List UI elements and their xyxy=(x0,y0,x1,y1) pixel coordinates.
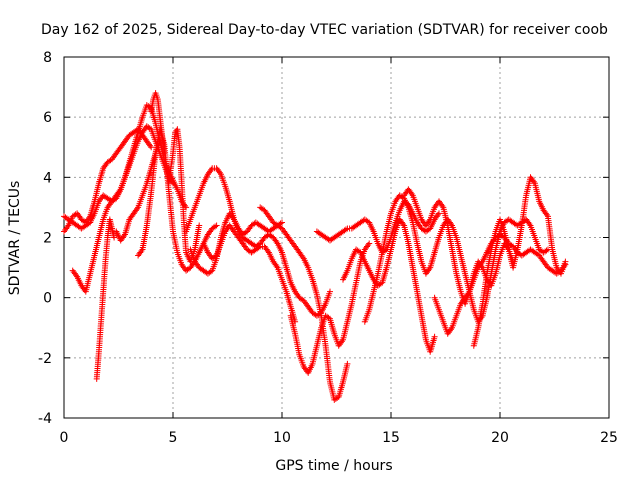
series-markers xyxy=(200,222,299,325)
chart-title: Day 162 of 2025, Sidereal Day-to-day VTE… xyxy=(41,22,608,38)
y-tick-label: -4 xyxy=(38,411,52,427)
series-o xyxy=(340,216,438,355)
y-tick-label: 2 xyxy=(43,231,52,247)
axis-ticks: 0 5 10 15 20 25 -4 -2 0 2 4 6 8 xyxy=(38,50,618,446)
series-markers xyxy=(69,123,176,295)
series-b xyxy=(61,126,155,235)
y-axis-label: SDTVAR / TECUs xyxy=(7,181,23,296)
y-tick-label: 4 xyxy=(43,170,52,186)
x-tick-label: 25 xyxy=(600,430,618,446)
x-axis-label: GPS time / hours xyxy=(275,458,392,474)
series-markers xyxy=(361,192,551,325)
series-markers xyxy=(165,126,203,265)
y-tick-label: -2 xyxy=(38,351,52,367)
series-k xyxy=(200,222,299,325)
series-markers xyxy=(287,240,373,376)
x-tick-label: 5 xyxy=(169,430,178,446)
series-d xyxy=(93,216,118,382)
x-tick-label: 20 xyxy=(491,430,509,446)
series-c xyxy=(69,123,176,295)
x-tick-label: 15 xyxy=(382,430,400,446)
series-markers xyxy=(313,198,442,256)
series-m xyxy=(287,240,373,376)
series-markers xyxy=(61,126,155,235)
data-points xyxy=(61,90,569,403)
x-tick-label: 0 xyxy=(60,430,69,446)
series-h xyxy=(165,126,203,265)
series-n xyxy=(313,198,442,256)
y-tick-label: 0 xyxy=(43,291,52,307)
series-s xyxy=(470,174,569,349)
series-markers xyxy=(148,90,168,157)
series-p xyxy=(361,192,551,325)
x-tick-label: 10 xyxy=(273,430,291,446)
series-markers xyxy=(340,216,438,355)
series-markers xyxy=(470,174,569,349)
series-markers xyxy=(93,216,118,382)
series-g xyxy=(148,90,168,157)
y-tick-label: 6 xyxy=(43,110,52,126)
y-tick-label: 8 xyxy=(43,50,52,66)
